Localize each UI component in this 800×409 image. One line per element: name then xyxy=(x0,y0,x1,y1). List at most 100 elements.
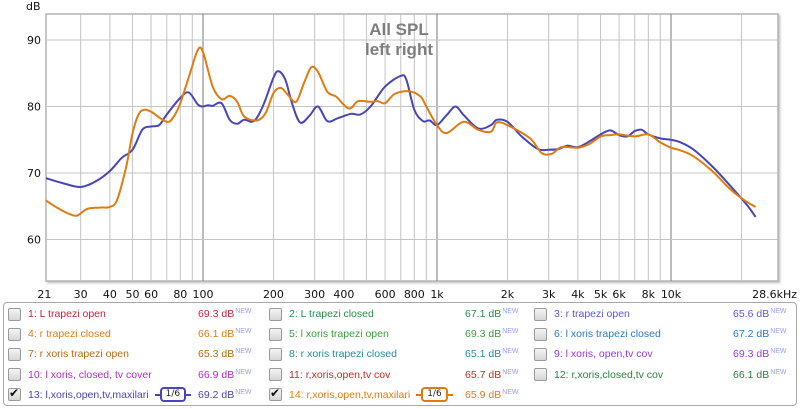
smoothing-line-right xyxy=(186,393,192,396)
legend-value-text: 65.7 dB xyxy=(465,368,502,381)
legend-label: 7: r xoris trapezi open xyxy=(28,348,129,361)
x-tick-label: 5k xyxy=(594,288,608,300)
legend-value-text: 65.1 dB xyxy=(465,348,502,361)
new-badge: NEW xyxy=(235,328,252,336)
smoothing-button[interactable]: 1/6 xyxy=(416,387,453,403)
new-badge: NEW xyxy=(235,388,252,396)
legend-item[interactable]: 6: l xoris trapezi closed 67.2 dBNEW xyxy=(534,324,796,344)
x-tick-label: 60 xyxy=(144,288,158,300)
legend-item[interactable]: 5: l xoris trapezi open 69.3 dBNEW xyxy=(269,324,531,344)
smoothing-line-right xyxy=(447,393,453,396)
smoothing-line-left xyxy=(154,393,160,396)
new-badge: NEW xyxy=(502,348,519,356)
y-tick-label: 80 xyxy=(27,101,41,114)
legend-label: 12: r,xoris,closed,tv cov xyxy=(554,368,664,381)
legend-value-text: 69.3 dB xyxy=(198,308,235,320)
legend-value: 67.1 dBNEW xyxy=(465,308,519,320)
y-tick-label: 60 xyxy=(27,234,41,247)
legend-checkbox[interactable] xyxy=(8,327,21,341)
legend-value: 69.3 dBNEW xyxy=(733,348,787,360)
y-tick-label: 70 xyxy=(27,167,41,180)
legend-label: 6: l xoris trapezi closed xyxy=(554,328,661,341)
x-tick-label: 10k xyxy=(661,288,682,300)
new-badge: NEW xyxy=(770,308,787,315)
legend-panel: 1: L trapezi open 69.3 dBNEW 2: L trapezi … xyxy=(3,302,797,406)
x-tick-label: 200 xyxy=(263,288,284,300)
legend-item[interactable]: 1: L trapezi open 69.3 dBNEW xyxy=(8,304,270,324)
legend-item[interactable]: 9: l xoris, open,tv cov 69.3 dBNEW xyxy=(534,344,796,364)
x-tick-label: 600 xyxy=(375,288,396,300)
x-tick-labels: 21 30 40 50 60 80 100 200 300 400 600 800 1k 2k 3k 4k 5k… xyxy=(37,288,797,300)
new-badge: NEW xyxy=(502,328,519,336)
legend-checkbox[interactable] xyxy=(269,386,282,402)
legend-checkbox[interactable] xyxy=(8,386,21,402)
legend-value: 69.3 dBNEW xyxy=(198,308,252,320)
legend-checkbox[interactable] xyxy=(269,327,282,341)
legend-value: 65.1 dBNEW xyxy=(465,348,519,360)
legend-label: 9: l xoris, open,tv cov xyxy=(554,348,653,361)
legend-item[interactable]: 11: r,xoris,open,tv cov 65.7 dBNEW xyxy=(269,365,531,385)
legend-checkbox[interactable] xyxy=(534,368,547,382)
legend-value: 65.7 dBNEW xyxy=(465,369,519,381)
legend-item[interactable]: 10: l xoris, closed, tv cover 66.9 dBNEW xyxy=(8,365,270,385)
grid-lines xyxy=(46,14,778,281)
legend-item[interactable]: 14: r,xoris,open,tv,maxilari 1/6 65.9 dBNE… xyxy=(269,385,531,405)
legend-item[interactable]: 8: r xoris trapezi closed 65.1 dBNEW xyxy=(269,344,531,364)
new-badge: NEW xyxy=(770,368,787,376)
legend-value-text: 66.1 dB xyxy=(733,368,770,381)
legend-value: 67.2 dBNEW xyxy=(733,328,787,340)
legend-value-text: 66.1 dB xyxy=(198,328,235,341)
x-tick-label: 1k xyxy=(430,288,444,300)
x-tick-label: 40 xyxy=(103,288,117,300)
legend-value-text: 67.2 dB xyxy=(733,328,770,341)
legend-checkbox[interactable] xyxy=(534,307,547,321)
legend-checkbox[interactable] xyxy=(269,368,282,382)
x-tick-label: 50 xyxy=(126,288,140,300)
legend-item[interactable]: 13: l,xoris,open,tv,maxilari 1/6 69.2 dBNE… xyxy=(8,385,270,405)
legend-item[interactable]: 7: r xoris trapezi open 65.3 dBNEW xyxy=(8,344,270,364)
new-badge: NEW xyxy=(770,348,787,356)
legend-value: 66.1 dBNEW xyxy=(198,328,252,340)
legend-value-text: 65.9 dB xyxy=(465,388,502,401)
legend-value: 66.1 dBNEW xyxy=(733,369,787,381)
legend-checkbox[interactable] xyxy=(269,347,282,361)
legend-label: 2: L trapezi closed xyxy=(289,308,374,320)
legend-checkbox[interactable] xyxy=(534,327,547,341)
y-axis-label: dB xyxy=(26,0,41,13)
legend-checkbox[interactable] xyxy=(534,347,547,361)
legend-checkbox[interactable] xyxy=(8,307,21,321)
x-tick-label: 21 xyxy=(37,288,51,300)
legend-checkbox[interactable] xyxy=(269,307,282,321)
chart-title: All SPL xyxy=(369,20,429,39)
new-badge: NEW xyxy=(502,368,519,376)
series-line-2 xyxy=(46,46,757,217)
smoothing-line-left xyxy=(416,393,422,396)
x-tick-label: 3k xyxy=(542,288,556,300)
legend-label: 5: l xoris trapezi open xyxy=(289,328,389,341)
new-badge: NEW xyxy=(502,308,519,315)
chart-subtitle: left right xyxy=(365,40,433,59)
x-tick-label: 100 xyxy=(193,288,214,300)
legend-item[interactable]: 12: r,xoris,closed,tv cov 66.1 dBNEW xyxy=(534,365,796,385)
legend-item[interactable]: 3: r trapezi open 65.6 dBNEW xyxy=(534,304,796,324)
new-badge: NEW xyxy=(235,348,252,356)
new-badge: NEW xyxy=(770,328,787,336)
legend-label: 3: r trapezi open xyxy=(554,308,630,320)
x-tick-label: 8k xyxy=(642,288,656,300)
legend-checkbox[interactable] xyxy=(8,368,21,382)
legend-label: 1: L trapezi open xyxy=(28,308,106,320)
legend-label: 8: r xoris trapezi closed xyxy=(289,348,397,361)
new-badge: NEW xyxy=(235,368,252,376)
smoothing-label: 1/6 xyxy=(159,387,187,403)
legend-value-text: 66.9 dB xyxy=(198,368,235,381)
legend-value: 65.6 dBNEW xyxy=(733,308,787,320)
x-tick-label: 2k xyxy=(501,288,515,300)
legend-label: 10: l xoris, closed, tv cover xyxy=(28,368,152,381)
legend-checkbox[interactable] xyxy=(8,347,21,361)
smoothing-button[interactable]: 1/6 xyxy=(154,387,192,403)
legend-item[interactable]: 4: r trapezi closed 66.1 dBNEW xyxy=(8,324,270,344)
smoothing-label: 1/6 xyxy=(421,387,448,403)
legend-item[interactable]: 2: L trapezi closed 67.1 dBNEW xyxy=(269,304,531,324)
legend-value: 69.3 dBNEW xyxy=(465,328,519,340)
legend-label: 14: r,xoris,open,tv,maxilari xyxy=(289,388,411,401)
